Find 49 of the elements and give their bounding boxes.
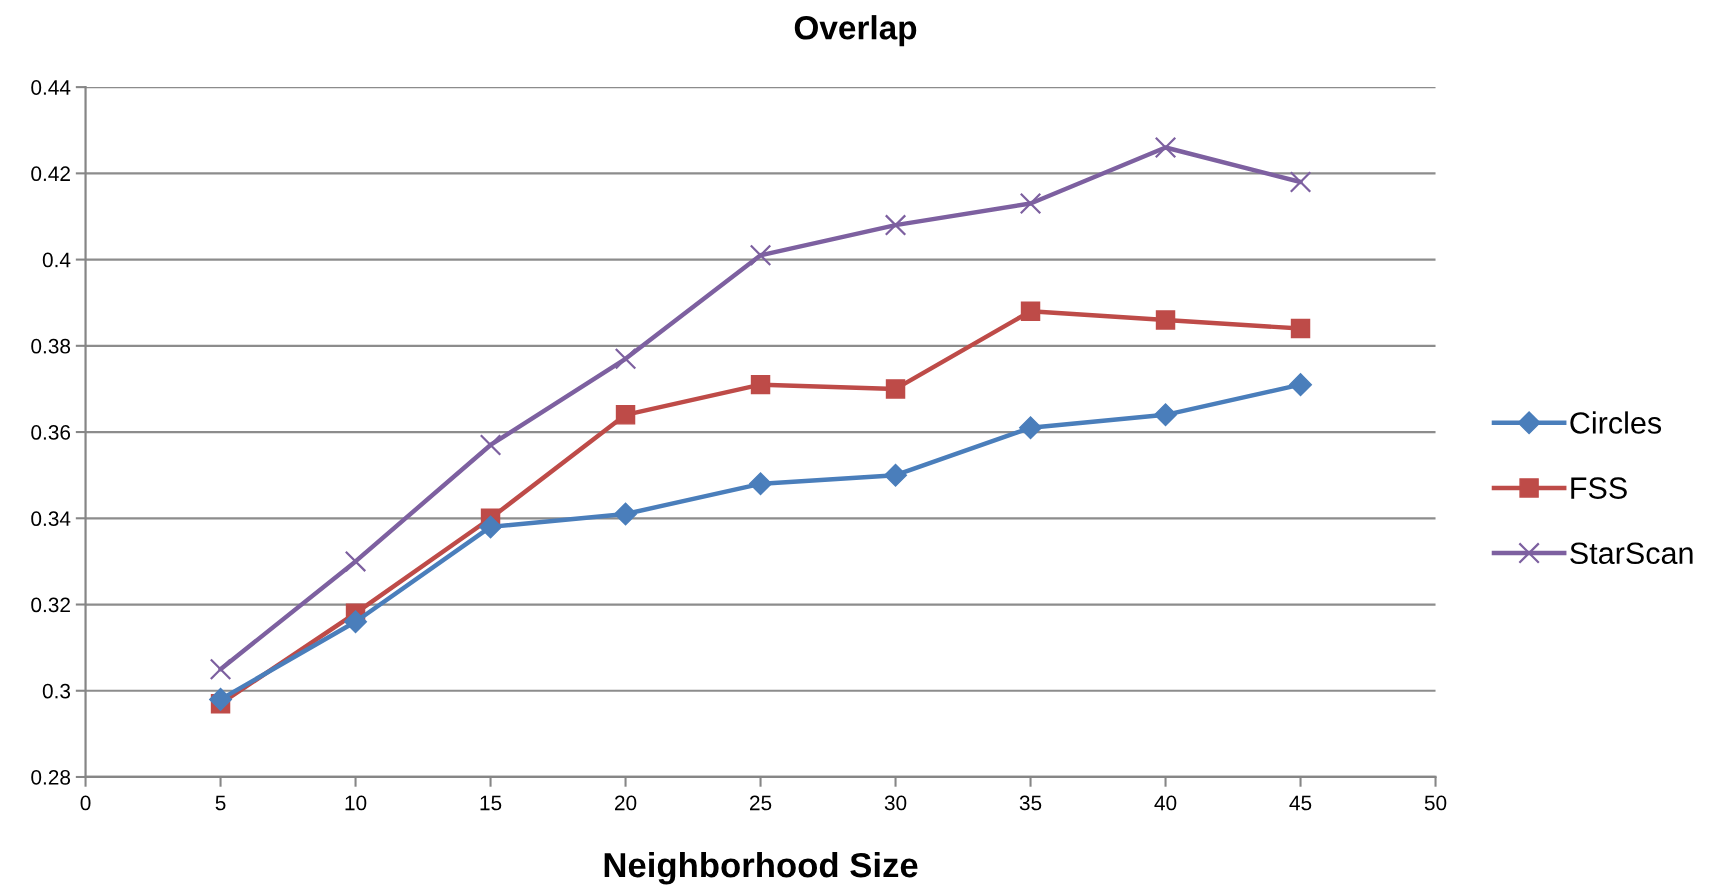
y-tick-label: 0.38 [31, 338, 71, 354]
x-tick-label: 10 [345, 795, 367, 811]
x-tick-label: 30 [884, 795, 907, 811]
x-tick-label: 45 [1289, 795, 1312, 811]
legend-label: FSS [1571, 477, 1627, 499]
y-tick-label: 0.28 [31, 769, 71, 785]
x-axis-title: Neighborhood Size [604, 851, 918, 885]
y-tick-label: 0.34 [31, 511, 71, 527]
point [1289, 373, 1313, 397]
point [209, 687, 233, 711]
point [615, 405, 636, 425]
x-tick-label: 35 [1019, 795, 1042, 811]
point [885, 379, 906, 399]
legend-label: Circles [1570, 411, 1662, 434]
point [1020, 301, 1041, 322]
y-tick-label: 0.44 [31, 80, 71, 95]
point [749, 244, 772, 267]
x-tick-label: 40 [1154, 795, 1177, 811]
point [344, 550, 367, 573]
y-tick-label: 0.4 [42, 252, 71, 268]
point [750, 374, 771, 395]
x-tick-label: 20 [615, 795, 637, 811]
point [479, 515, 503, 539]
point [1155, 310, 1176, 330]
point [1289, 171, 1312, 193]
y-tick-label: 0.42 [31, 166, 70, 182]
point [344, 610, 368, 634]
point [1019, 192, 1042, 215]
y-tick-label: 0.36 [31, 425, 71, 440]
point [1154, 136, 1177, 159]
x-tick-label: 50 [1424, 795, 1447, 811]
x-tick-label: 5 [215, 795, 226, 811]
x-tick-label: 0 [80, 795, 91, 811]
point [749, 472, 773, 496]
x-tick-label: 15 [480, 795, 502, 811]
point [1154, 403, 1178, 427]
point [209, 658, 232, 681]
point [614, 502, 638, 526]
point [479, 434, 502, 456]
y-tick-label: 0.32 [31, 597, 70, 613]
legend-label: StarScan [1570, 542, 1693, 565]
x-tick-label: 25 [750, 795, 772, 811]
y-tick-label: 0.3 [42, 683, 71, 699]
point [1290, 318, 1311, 339]
point [1019, 416, 1043, 440]
point [614, 347, 637, 370]
chart-title: Overlap [794, 15, 917, 47]
point [884, 463, 908, 487]
point [884, 214, 907, 236]
